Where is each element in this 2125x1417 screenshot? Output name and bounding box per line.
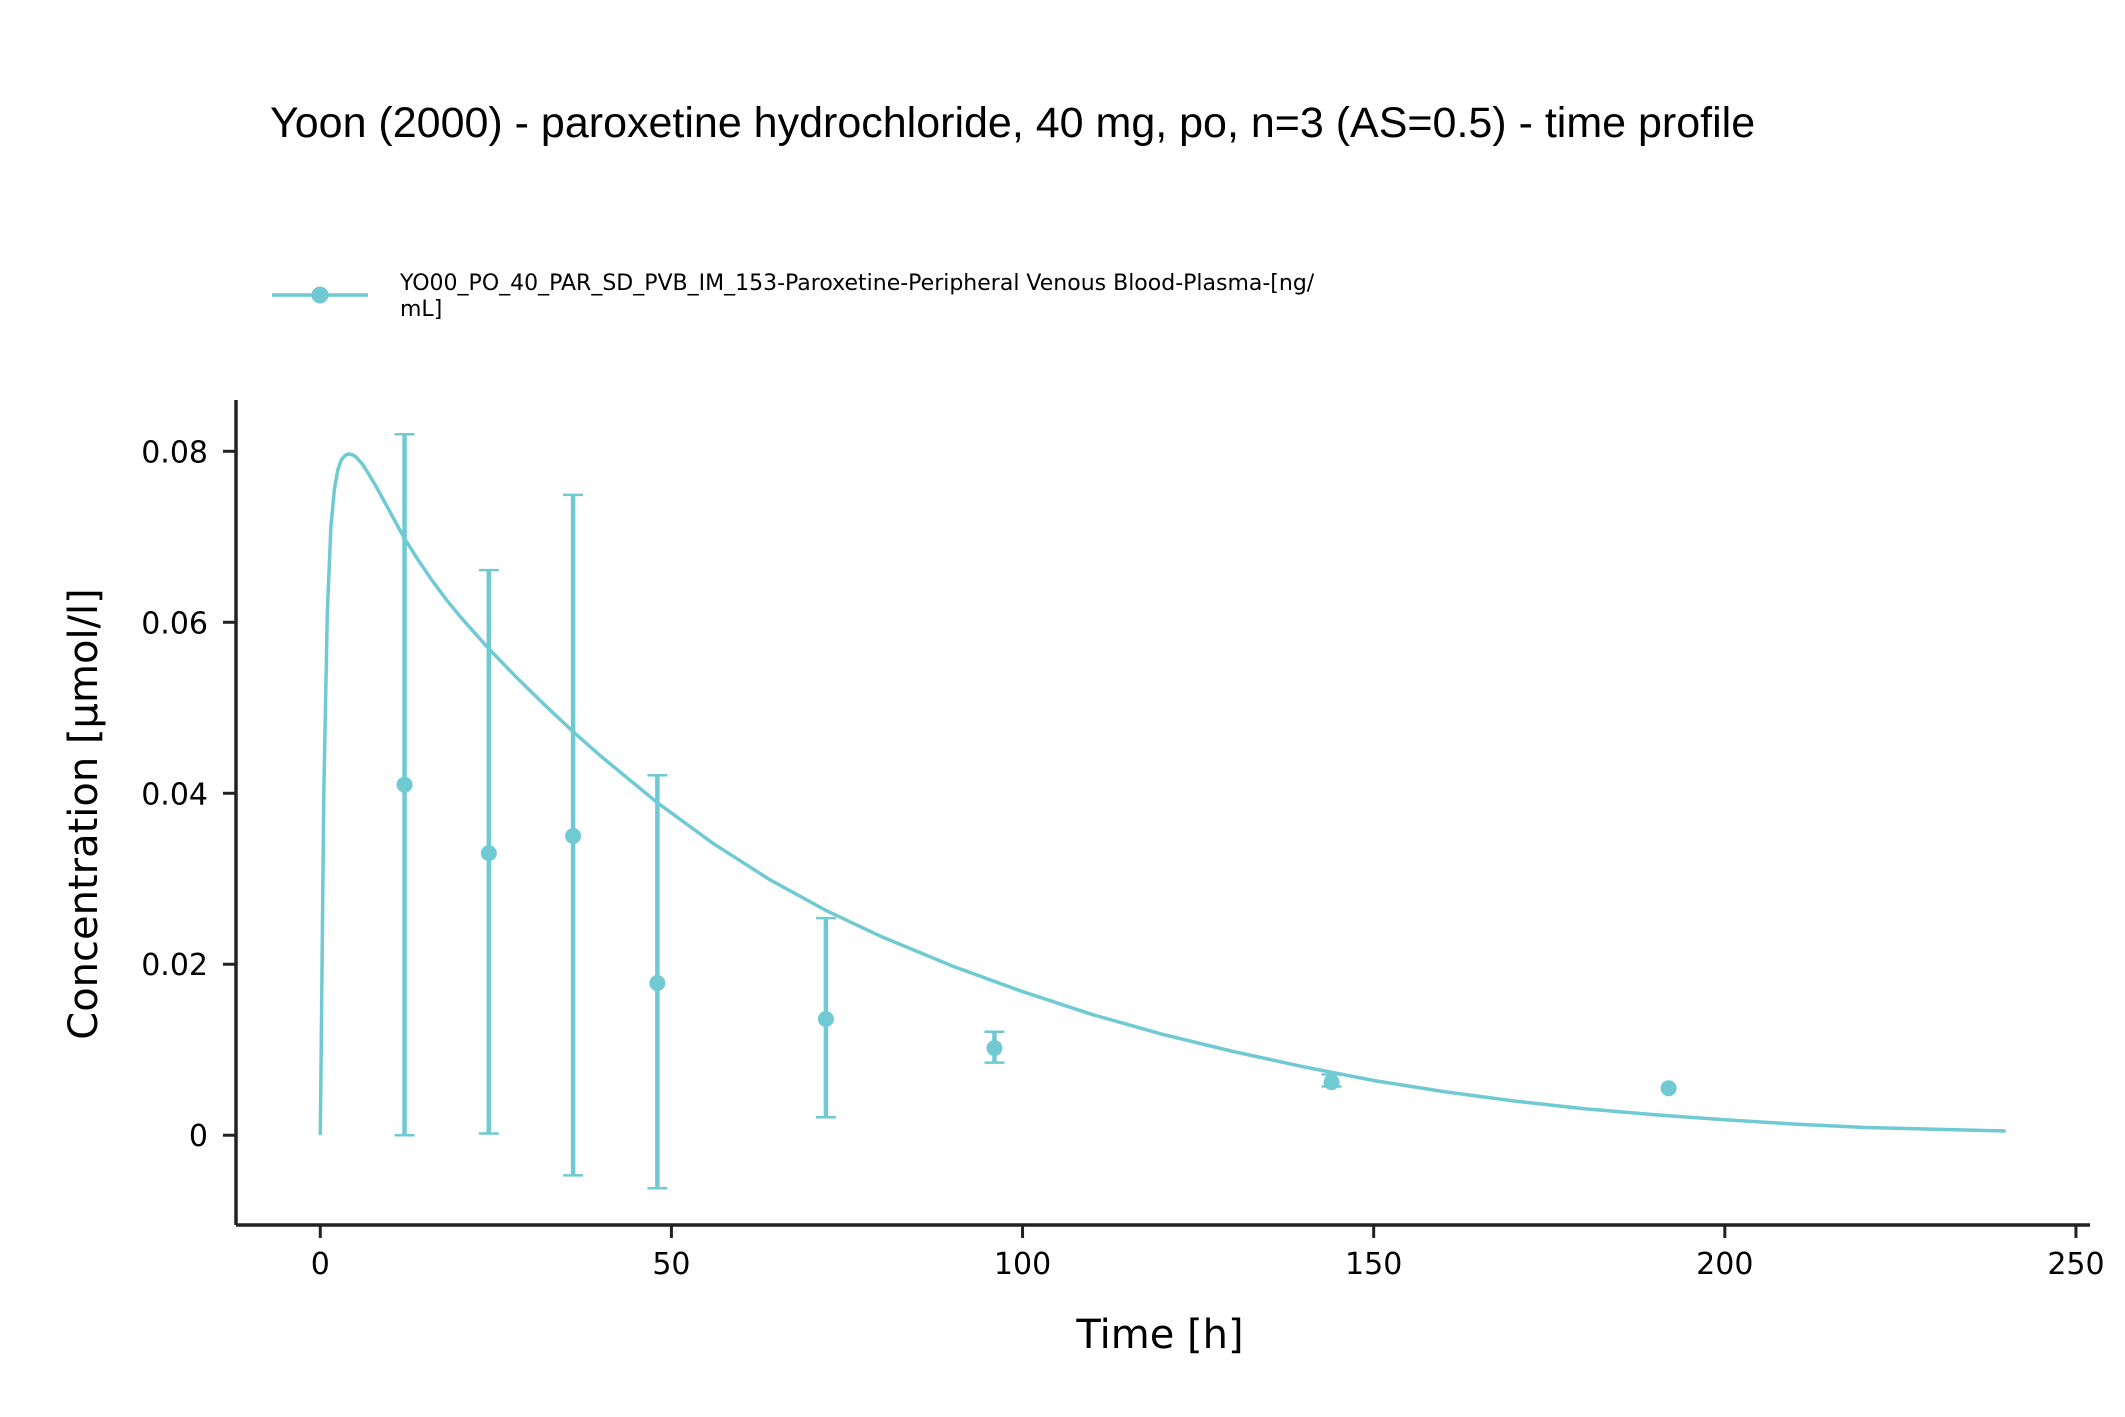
x-tick-label: 50 xyxy=(652,1247,690,1282)
y-axis-label: Concentration [µmol/l] xyxy=(61,588,107,1039)
y-tick-label: 0.06 xyxy=(141,606,208,641)
observed-point xyxy=(1660,1080,1677,1097)
legend-marker xyxy=(311,286,329,304)
legend: YO00_PO_40_PAR_SD_PVB_IM_153-Paroxetine-… xyxy=(272,271,1315,322)
legend-label-line2: mL] xyxy=(400,297,442,322)
observed-point xyxy=(480,845,497,862)
observed-point xyxy=(649,975,666,992)
plot-area xyxy=(318,432,2006,1190)
x-tick-label: 150 xyxy=(1345,1247,1402,1282)
x-tick-label: 0 xyxy=(311,1247,330,1282)
x-axis-label: Time [h] xyxy=(1075,1312,1243,1358)
axes: 0 50 100 150 200 250 0 0.02 0.04 0.06 0.08 xyxy=(141,400,2105,1282)
observed-point xyxy=(986,1040,1003,1057)
x-tick-label: 100 xyxy=(994,1247,1051,1282)
x-tick-label: 250 xyxy=(2047,1247,2104,1282)
observed-point xyxy=(817,1010,834,1027)
y-tick-label: 0 xyxy=(189,1119,208,1154)
simulation-line xyxy=(318,452,2006,1136)
observed-point xyxy=(1323,1074,1340,1091)
y-tick-label: 0.02 xyxy=(141,948,208,983)
x-tick-label: 200 xyxy=(1696,1247,1753,1282)
observed-point xyxy=(565,828,582,845)
y-tick-label: 0.08 xyxy=(141,435,208,470)
observed-point xyxy=(396,776,413,793)
legend-label-line1: YO00_PO_40_PAR_SD_PVB_IM_153-Paroxetine-… xyxy=(399,271,1315,296)
y-tick-label: 0.04 xyxy=(141,777,208,812)
chart-title: Yoon (2000) - paroxetine hydrochloride, … xyxy=(270,99,1755,147)
